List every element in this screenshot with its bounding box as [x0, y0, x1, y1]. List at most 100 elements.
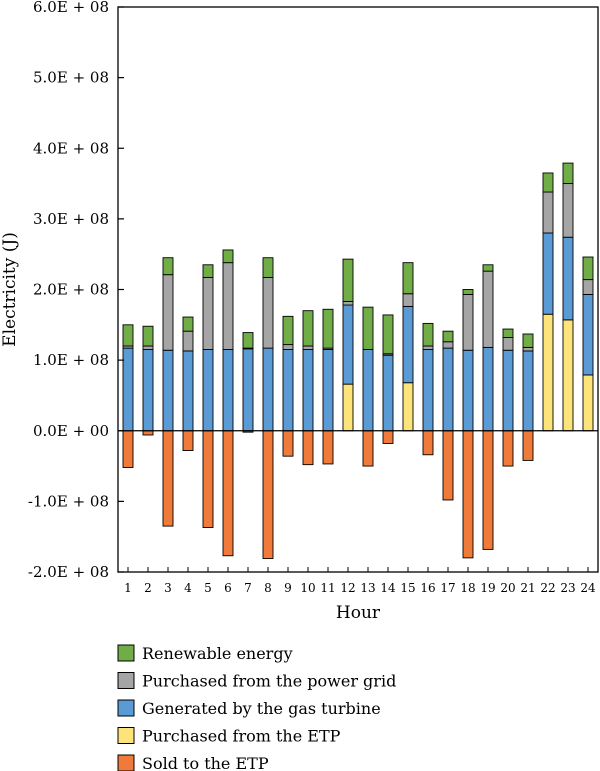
bar-purchased-from-the-power-grid-hour-10: [302, 345, 314, 350]
x-tick-label: 3: [164, 581, 172, 595]
x-tick-label: 6: [224, 581, 232, 595]
bar-generated-by-the-gas-turbine-hour-16: [422, 349, 434, 432]
bar-generated-by-the-gas-turbine-hour-12: [342, 304, 354, 385]
bar-purchased-from-the-power-grid-hour-12: [342, 301, 354, 306]
y-axis-title: Electricity (J): [0, 232, 20, 347]
bar-purchased-from-the-power-grid-hour-20: [502, 337, 514, 351]
bar-purchased-from-the-power-grid-hour-24: [582, 279, 594, 295]
y-tick-label: 4.0E + 08: [33, 139, 109, 157]
bar-sold-to-the-etp-hour-8: [262, 430, 274, 560]
bar-purchased-from-the-power-grid-hour-17: [442, 341, 454, 349]
legend-swatch: [117, 672, 135, 689]
x-axis-title: Hour: [336, 603, 381, 623]
x-tick-label: 15: [400, 581, 415, 595]
y-tick-label: -2.0E + 08: [28, 563, 109, 581]
x-tick-label: 10: [300, 581, 315, 595]
x-tick-label: 4: [184, 581, 192, 595]
bar-generated-by-the-gas-turbine-hour-11: [322, 349, 334, 432]
bar-purchased-from-the-power-grid-hour-8: [262, 277, 274, 349]
x-tick-label: 5: [204, 581, 212, 595]
legend-swatch: [117, 754, 135, 771]
bar-generated-by-the-gas-turbine-hour-6: [222, 349, 234, 432]
legend-swatch: [117, 727, 135, 744]
legend-label: Sold to the ETP: [142, 754, 269, 771]
plot-frame: [117, 6, 599, 573]
x-tick-label: 23: [560, 581, 575, 595]
legend-label: Renewable energy: [142, 644, 293, 663]
bar-sold-to-the-etp-hour-19: [482, 430, 494, 550]
bar-renewable-energy-hour-17: [442, 330, 454, 343]
bar-generated-by-the-gas-turbine-hour-15: [402, 306, 414, 384]
bar-renewable-energy-hour-4: [182, 316, 194, 332]
bar-renewable-energy-hour-18: [462, 289, 474, 295]
bar-renewable-energy-hour-6: [222, 249, 234, 264]
bar-purchased-from-the-power-grid-hour-6: [222, 262, 234, 350]
bar-renewable-energy-hour-10: [302, 310, 314, 347]
bar-sold-to-the-etp-hour-13: [362, 430, 374, 467]
bar-generated-by-the-gas-turbine-hour-3: [162, 349, 174, 432]
bar-renewable-energy-hour-21: [522, 333, 534, 348]
y-tick-label: 0.0E + 00: [33, 422, 109, 440]
x-tick-label: 2: [144, 581, 152, 595]
y-tick-label: 3.0E + 08: [33, 210, 109, 228]
bar-purchased-from-the-power-grid-hour-19: [482, 270, 494, 348]
bar-generated-by-the-gas-turbine-hour-22: [542, 232, 554, 315]
bar-sold-to-the-etp-hour-21: [522, 430, 534, 461]
bar-sold-to-the-etp-hour-9: [282, 430, 294, 457]
legend-label: Purchased from the power grid: [142, 672, 396, 691]
legend-item-sold-to-the-etp: Sold to the ETP: [117, 754, 269, 771]
bar-sold-to-the-etp-hour-3: [162, 430, 174, 527]
bar-purchased-from-the-etp-hour-12: [342, 383, 354, 432]
bar-purchased-from-the-power-grid-hour-4: [182, 330, 194, 352]
bar-generated-by-the-gas-turbine-hour-17: [442, 347, 454, 432]
bar-purchased-from-the-etp-hour-15: [402, 382, 414, 432]
bar-generated-by-the-gas-turbine-hour-13: [362, 349, 374, 432]
bar-renewable-energy-hour-3: [162, 257, 174, 276]
bar-renewable-energy-hour-20: [502, 328, 514, 338]
bar-sold-to-the-etp-hour-16: [422, 430, 434, 456]
bar-generated-by-the-gas-turbine-hour-20: [502, 349, 514, 432]
x-tick-label: 13: [360, 581, 375, 595]
x-tick-label: 24: [580, 581, 596, 595]
x-tick-label: 1: [124, 581, 132, 595]
bar-sold-to-the-etp-hour-6: [222, 430, 234, 557]
bar-renewable-energy-hour-12: [342, 258, 354, 302]
legend-item-generated-by-the-gas-turbine: Generated by the gas turbine: [117, 699, 381, 718]
bar-purchased-from-the-power-grid-hour-9: [282, 344, 294, 350]
y-axis: -2.0E + 08 -1.0E + 08 0.0E + 00 1.0E + 08 2.…: [28, 0, 124, 581]
bar-purchased-from-the-etp-hour-24: [582, 374, 594, 432]
bar-generated-by-the-gas-turbine-hour-10: [302, 349, 314, 432]
bar-sold-to-the-etp-hour-14: [382, 430, 394, 444]
legend-item-purchased-from-the-power-grid: Purchased from the power grid: [117, 672, 396, 691]
bar-generated-by-the-gas-turbine-hour-9: [282, 349, 294, 432]
legend-label: Purchased from the ETP: [142, 727, 341, 746]
x-tick-label: 9: [284, 581, 292, 595]
bar-sold-to-the-etp-hour-5: [202, 430, 214, 528]
bar-purchased-from-the-etp-hour-22: [542, 313, 554, 432]
bar-generated-by-the-gas-turbine-hour-18: [462, 349, 474, 432]
bar-generated-by-the-gas-turbine-hour-4: [182, 350, 194, 432]
bar-renewable-energy-hour-13: [362, 306, 374, 350]
bar-generated-by-the-gas-turbine-hour-21: [522, 350, 534, 432]
bar-renewable-energy-hour-8: [262, 257, 274, 278]
bar-generated-by-the-gas-turbine-hour-8: [262, 347, 274, 432]
bar-renewable-energy-hour-22: [542, 172, 554, 193]
x-tick-label: 18: [460, 581, 475, 595]
bar-purchased-from-the-power-grid-hour-21: [522, 346, 534, 352]
bar-renewable-energy-hour-14: [382, 314, 394, 355]
x-tick-label: 7: [244, 581, 252, 595]
legend-item-renewable-energy: Renewable energy: [117, 644, 293, 663]
x-tick-label: 22: [540, 581, 555, 595]
bar-sold-to-the-etp-hour-4: [182, 430, 194, 451]
bar-renewable-energy-hour-9: [282, 315, 294, 346]
bar-generated-by-the-gas-turbine-hour-19: [482, 346, 494, 432]
legend-swatch: [117, 699, 135, 717]
bar-purchased-from-the-power-grid-hour-23: [562, 183, 574, 238]
bar-sold-to-the-etp-hour-18: [462, 430, 474, 559]
bar-sold-to-the-etp-hour-20: [502, 430, 514, 467]
bar-purchased-from-the-power-grid-hour-18: [462, 293, 474, 351]
bar-renewable-energy-hour-1: [122, 324, 134, 347]
legend-swatch: [117, 644, 135, 662]
bar-sold-to-the-etp-hour-11: [322, 430, 334, 465]
bar-renewable-energy-hour-16: [422, 322, 434, 347]
